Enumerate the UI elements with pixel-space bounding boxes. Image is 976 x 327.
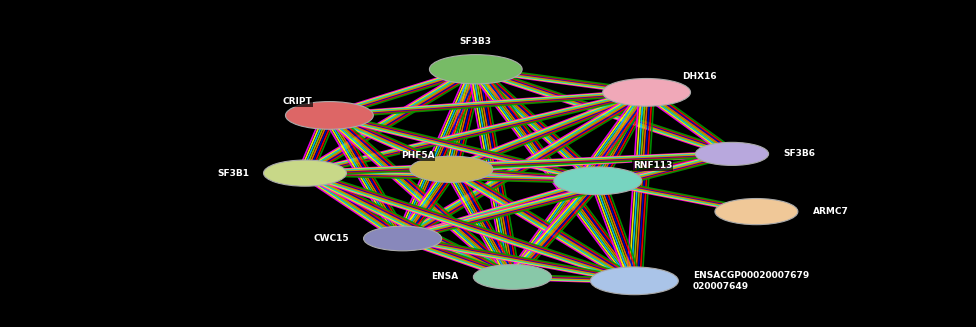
Text: DHX16: DHX16 bbox=[681, 72, 716, 81]
Circle shape bbox=[590, 267, 678, 295]
Text: SF3B6: SF3B6 bbox=[784, 149, 815, 158]
Circle shape bbox=[473, 265, 551, 289]
Text: ENSA: ENSA bbox=[431, 272, 459, 282]
Circle shape bbox=[363, 226, 442, 251]
Circle shape bbox=[715, 198, 798, 225]
Text: CRIPT: CRIPT bbox=[282, 97, 312, 106]
Text: ARMC7: ARMC7 bbox=[813, 207, 848, 216]
Circle shape bbox=[695, 142, 769, 165]
Text: PHF5A: PHF5A bbox=[401, 151, 434, 161]
Circle shape bbox=[264, 160, 346, 186]
Circle shape bbox=[286, 102, 374, 129]
Circle shape bbox=[410, 156, 493, 182]
Text: CWC15: CWC15 bbox=[313, 234, 349, 243]
Circle shape bbox=[554, 167, 642, 195]
Text: SF3B3: SF3B3 bbox=[460, 37, 492, 46]
Text: RNF113: RNF113 bbox=[633, 161, 672, 170]
Text: SF3B1: SF3B1 bbox=[217, 169, 249, 178]
Text: ENSACGP00020007679
020007649: ENSACGP00020007679 020007649 bbox=[693, 271, 809, 290]
Circle shape bbox=[429, 55, 522, 84]
Circle shape bbox=[602, 78, 690, 106]
